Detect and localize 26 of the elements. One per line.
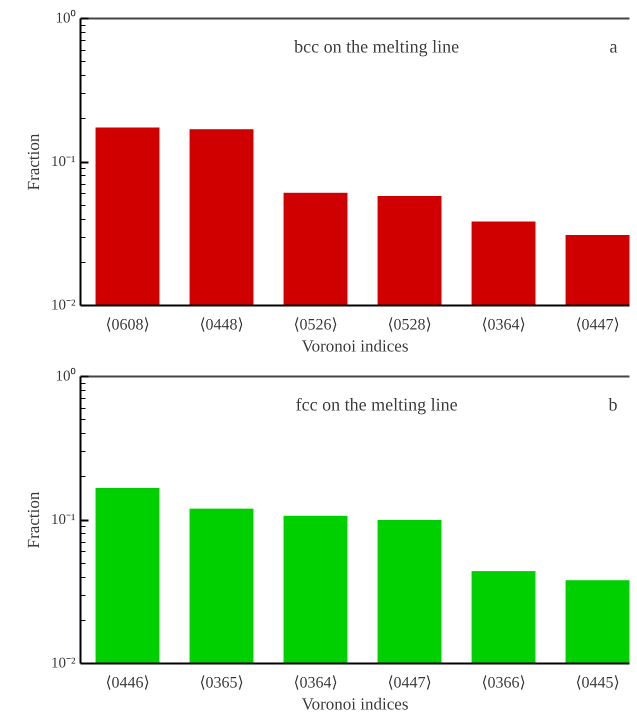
- x-tick-label: ⟨0445⟩: [576, 674, 620, 692]
- x-tick-label: ⟨0366⟩: [482, 674, 526, 692]
- y-tick-label: 10⁰: [56, 368, 76, 384]
- y-axis-title: Fraction: [24, 133, 44, 190]
- x-tick-label: ⟨0447⟩: [576, 316, 620, 334]
- x-tick-label: ⟨0364⟩: [482, 316, 526, 334]
- x-tick-label: ⟨0528⟩: [388, 316, 432, 334]
- x-tick-label: ⟨0365⟩: [200, 674, 244, 692]
- y-tick-label: 10⁻¹: [51, 154, 76, 170]
- x-tick-label: ⟨0446⟩: [106, 674, 150, 692]
- x-axis-title: Voronoi indices: [302, 336, 408, 356]
- y-tick-label: 10⁻²: [51, 298, 76, 314]
- x-tick-label: ⟨0608⟩: [106, 316, 150, 334]
- y-tick-label: 10⁻²: [51, 656, 76, 672]
- text: bcc on the melting line: [294, 36, 460, 56]
- y-tick-label: 10⁻¹: [51, 512, 76, 528]
- x-tick-label: ⟨0526⟩: [294, 316, 338, 334]
- x-tick-label: ⟨0448⟩: [200, 316, 244, 334]
- y-axis-title: Fraction: [24, 491, 44, 548]
- x-axis-title: Voronoi indices: [302, 694, 408, 714]
- x-tick-label: ⟨0447⟩: [388, 674, 432, 692]
- annotation: a: [610, 36, 618, 56]
- x-tick-label: ⟨0364⟩: [294, 674, 338, 692]
- annotation: b: [608, 394, 618, 414]
- y-tick-label: 10⁰: [56, 10, 76, 26]
- text: fcc on the melting line: [296, 394, 458, 414]
